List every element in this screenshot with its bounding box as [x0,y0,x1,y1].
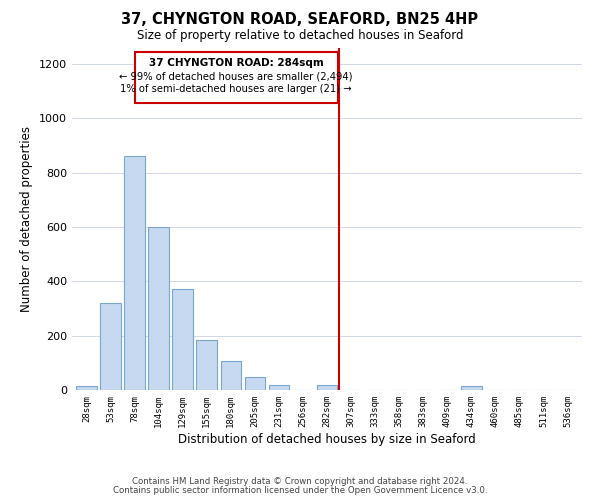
Text: 37, CHYNGTON ROAD, SEAFORD, BN25 4HP: 37, CHYNGTON ROAD, SEAFORD, BN25 4HP [121,12,479,28]
FancyBboxPatch shape [134,52,338,103]
Text: 37 CHYNGTON ROAD: 284sqm: 37 CHYNGTON ROAD: 284sqm [149,58,323,68]
Bar [221,362,241,390]
Bar [76,386,97,390]
Bar [148,227,169,390]
X-axis label: Distribution of detached houses by size in Seaford: Distribution of detached houses by size … [178,432,476,446]
Bar [461,386,482,390]
Bar [269,384,289,390]
Bar [100,303,121,390]
Y-axis label: Number of detached properties: Number of detached properties [20,126,34,312]
Text: Size of property relative to detached houses in Seaford: Size of property relative to detached ho… [137,29,463,42]
Bar [196,340,217,390]
Bar [124,156,145,390]
Text: Contains public sector information licensed under the Open Government Licence v3: Contains public sector information licen… [113,486,487,495]
Text: 1% of semi-detached houses are larger (21) →: 1% of semi-detached houses are larger (2… [121,84,352,94]
Text: Contains HM Land Registry data © Crown copyright and database right 2024.: Contains HM Land Registry data © Crown c… [132,477,468,486]
Bar [245,377,265,390]
Bar [172,290,193,390]
Text: ← 99% of detached houses are smaller (2,494): ← 99% of detached houses are smaller (2,… [119,72,353,82]
Bar [317,384,337,390]
